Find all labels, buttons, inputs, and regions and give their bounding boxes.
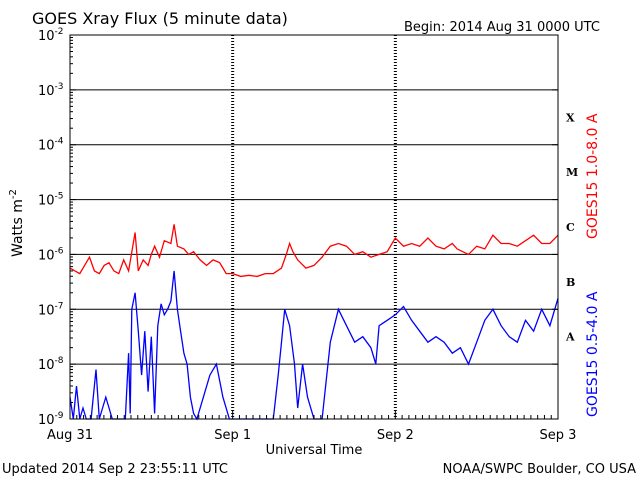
credit-text: NOAA/SWPC Boulder, CO USA: [443, 462, 636, 477]
y-tick-label: 10-8: [38, 356, 64, 373]
x-axis: Aug 31 Sep 1 Sep 2 Sep 3: [47, 411, 576, 443]
updated-timestamp: Updated 2014 Sep 2 23:55:11 UTC: [2, 462, 228, 477]
y-tick-label: 10-5: [38, 192, 64, 209]
series-line-long: [69, 224, 559, 278]
flare-class-b: B: [566, 276, 575, 289]
legend-long-channel: GOES15 1.0-8.0 A: [585, 113, 601, 239]
begin-label: Begin: 2014 Aug 31 0000 UTC: [404, 20, 600, 35]
y-tick-label: 10-3: [38, 82, 64, 99]
flare-class-m: M: [566, 166, 578, 179]
y-tick-label: 10-7: [38, 301, 64, 318]
series-line-short: [69, 270, 559, 421]
y-axis: 10-9 10-8 10-7 10-6 10-5 10-4 10-3 10-2: [38, 27, 558, 428]
y-tick-label: 10-2: [38, 27, 64, 44]
x-tick-label: Sep 2: [377, 428, 414, 443]
y-axis-label-text: Watts m: [10, 199, 26, 257]
x-tick-label: Sep 3: [540, 428, 577, 443]
x-tick-label: Sep 1: [214, 428, 251, 443]
flare-class-x: X: [566, 111, 575, 124]
flare-class-c: C: [566, 221, 575, 234]
flare-class-a: A: [565, 331, 575, 344]
y-tick-label: 10-4: [38, 137, 64, 154]
legend-short-channel-text: GOES15 0.5-4.0 A: [585, 291, 601, 417]
data-series: [69, 224, 559, 421]
y-axis-label-exponent: -2: [8, 189, 19, 199]
legend-long-channel-text: GOES15 1.0-8.0 A: [585, 113, 601, 239]
chart-title: GOES Xray Flux (5 minute data): [32, 9, 288, 28]
x-tick-label: Aug 31: [47, 428, 93, 443]
y-axis-label: Watts m-2: [8, 189, 26, 257]
x-axis-label: Universal Time: [266, 443, 363, 458]
y-tick-label: 10-9: [38, 411, 64, 428]
flare-class-labels: X M C B A: [565, 111, 578, 343]
legend-short-channel: GOES15 0.5-4.0 A: [585, 291, 601, 417]
svg-text:Watts m-2: Watts m-2: [8, 189, 26, 257]
y-tick-label: 10-6: [38, 246, 64, 263]
